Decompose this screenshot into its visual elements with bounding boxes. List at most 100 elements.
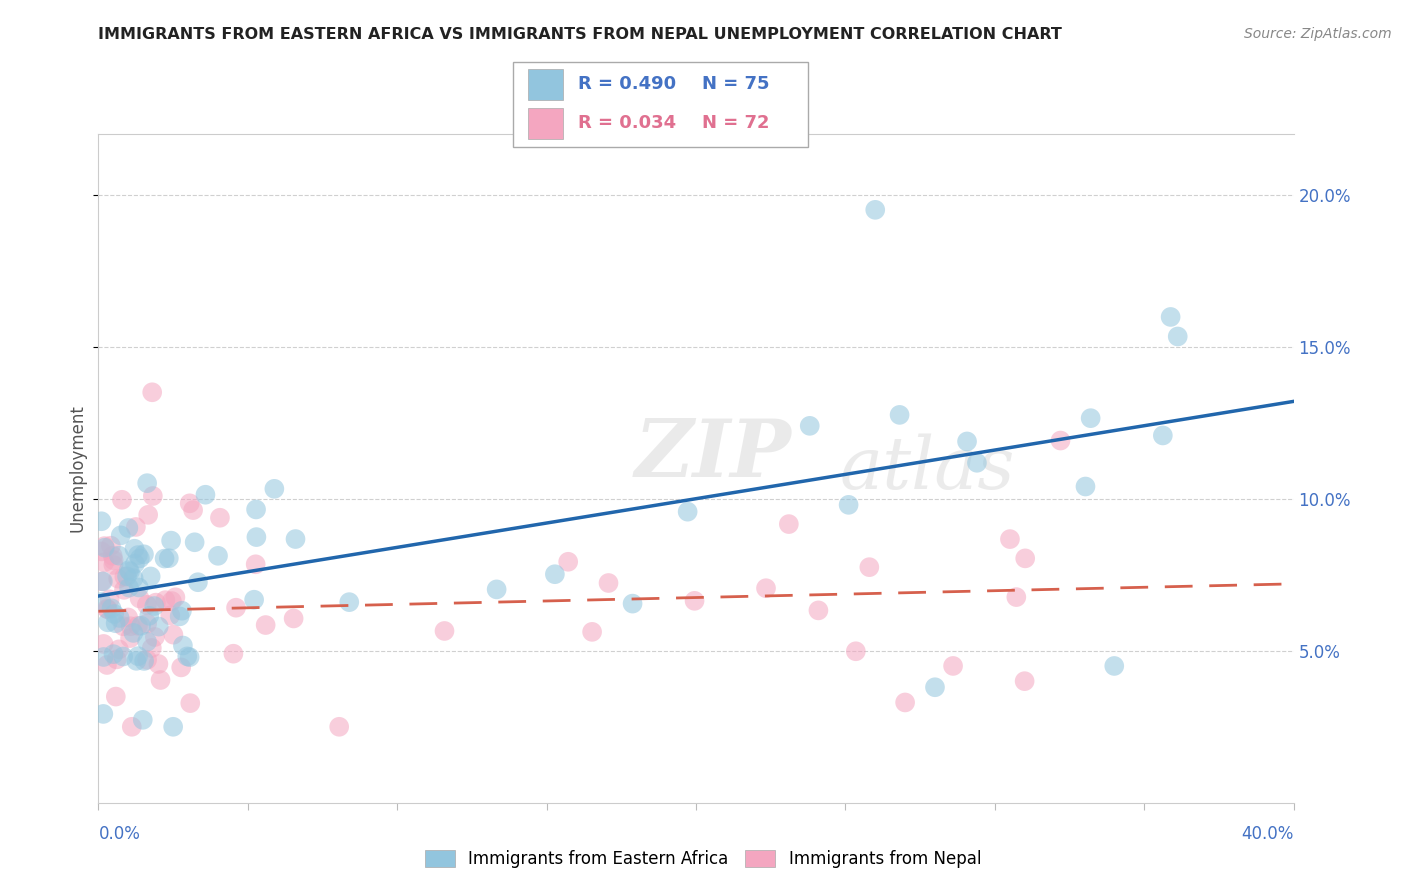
Point [243,592,266,607]
Point [111,492,134,507]
Point [117,521,139,535]
Point [90,595,112,609]
Point [125,654,148,668]
Point [108,611,131,625]
Point [581,624,603,639]
Point [328,720,350,734]
Point [124,541,146,556]
Text: ZIP: ZIP [634,417,792,493]
Point [1160,310,1182,324]
Point [96,601,118,615]
Point [112,649,135,664]
Point [807,603,830,617]
Point [122,571,145,585]
Point [115,569,138,583]
Point [104,616,127,631]
Point [1005,590,1028,604]
Point [148,619,170,633]
Point [245,530,267,544]
Point [755,581,778,595]
Point [160,533,183,548]
Point [97,615,120,630]
Point [179,496,201,510]
Point [858,560,880,574]
Point [125,520,148,534]
Point [141,640,163,655]
Point [97,602,120,616]
Point [924,680,946,694]
Point [1167,329,1189,343]
Point [838,498,860,512]
Point [143,599,166,613]
Point [181,503,204,517]
Text: 40.0%: 40.0% [1241,825,1294,843]
Text: N = 72: N = 72 [702,114,769,132]
Point [128,551,150,566]
Point [90,574,112,589]
Point [621,597,644,611]
Point [100,539,122,553]
Point [118,581,141,595]
Point [98,592,121,607]
Point [998,532,1021,546]
Point [105,652,128,666]
Point [1014,551,1036,566]
Point [143,630,166,644]
Point [108,642,131,657]
Point [1049,434,1071,448]
Point [263,482,285,496]
Point [100,601,122,615]
Point [148,657,170,671]
Point [136,616,159,631]
Point [103,558,125,572]
Point [170,604,193,618]
Point [128,581,150,595]
Point [128,591,150,606]
Legend: Immigrants from Eastern Africa, Immigrants from Nepal: Immigrants from Eastern Africa, Immigran… [419,843,987,875]
Point [245,558,267,572]
Point [1152,428,1174,442]
Point [90,544,112,558]
FancyBboxPatch shape [529,70,564,100]
Point [108,549,131,563]
Point [112,582,135,597]
Point [183,535,205,549]
Point [139,569,162,583]
Text: atlas: atlas [839,433,1015,504]
Point [165,591,187,605]
Y-axis label: Unemployment: Unemployment [69,404,87,533]
Point [179,696,201,710]
Point [93,555,115,569]
Point [179,650,201,665]
Point [101,549,124,563]
Point [129,619,152,633]
Point [894,696,917,710]
Point [207,549,229,563]
Point [942,659,965,673]
Point [433,624,456,638]
Point [90,514,112,528]
Point [676,505,699,519]
Point [122,626,145,640]
Point [1104,659,1126,673]
Point [132,713,155,727]
Point [254,618,277,632]
Point [1014,674,1036,689]
Text: Source: ZipAtlas.com: Source: ZipAtlas.com [1244,27,1392,41]
Point [91,574,114,589]
Point [103,553,125,567]
Point [222,647,245,661]
FancyBboxPatch shape [529,108,564,139]
Point [170,660,193,674]
Point [160,594,183,608]
Point [799,418,821,433]
Point [337,595,360,609]
Point [162,628,184,642]
Point [149,673,172,687]
Point [110,528,132,542]
Point [121,720,143,734]
Point [157,551,180,566]
Point [118,565,141,579]
Point [245,502,267,516]
Point [683,594,706,608]
